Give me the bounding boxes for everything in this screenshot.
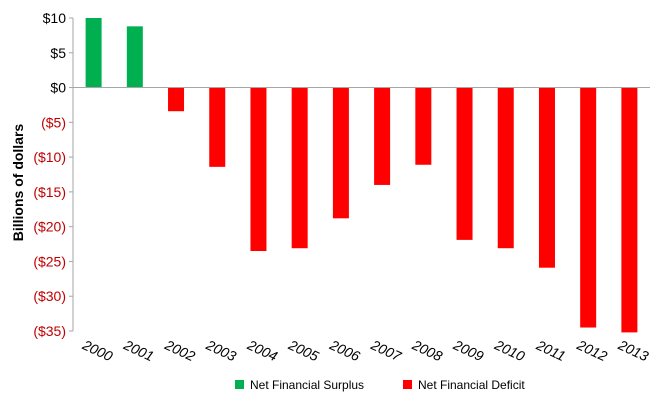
x-tick-label: 2007 <box>368 336 405 365</box>
bars <box>85 18 638 333</box>
x-tick-label: 2013 <box>615 336 651 364</box>
legend-swatch-deficit <box>403 380 412 389</box>
y-tick-label: ($30) <box>33 288 66 304</box>
x-tick-label: 2004 <box>244 336 280 364</box>
bar <box>250 87 267 252</box>
bar <box>374 87 391 185</box>
x-tick-label: 2008 <box>409 336 445 364</box>
x-tick-label: 2010 <box>491 336 527 364</box>
legend-swatch-surplus <box>235 380 244 389</box>
x-tick-label: 2000 <box>79 336 115 364</box>
y-axis-title: Billions of dollars <box>10 124 26 242</box>
bar <box>580 87 597 328</box>
y-tick-label: $10 <box>43 10 67 26</box>
bar <box>497 87 514 249</box>
y-tick-label: ($20) <box>33 219 66 235</box>
x-tick-label: 2006 <box>327 336 363 364</box>
y-axis-ticks: $10 $5 $0 ($5) ($10) ($15) ($20) ($25) ($30) ($35… <box>33 10 73 339</box>
y-tick-label: ($25) <box>33 253 66 269</box>
x-tick-label: 2002 <box>162 336 198 364</box>
legend-label-surplus: Net Financial Surplus <box>250 378 364 392</box>
bar <box>415 87 432 165</box>
x-tick-label: 2005 <box>285 336 321 364</box>
bar <box>538 87 555 268</box>
bar <box>126 26 143 88</box>
y-tick-label: ($10) <box>33 149 66 165</box>
bar <box>85 18 102 88</box>
x-tick-label: 2012 <box>574 336 610 364</box>
x-tick-label: 2003 <box>203 336 239 364</box>
bar <box>209 87 226 167</box>
y-tick-label: ($5) <box>41 114 66 130</box>
bar <box>291 87 308 249</box>
x-tick-label: 2011 <box>533 336 568 364</box>
x-axis-ticks: 2000 2001 2002 2003 2004 2005 2006 2007 2008 2009… <box>79 336 651 365</box>
legend: Net Financial Surplus Net Financial Defi… <box>235 378 525 392</box>
legend-label-deficit: Net Financial Deficit <box>418 378 525 392</box>
y-tick-label: ($35) <box>33 323 66 339</box>
x-tick-label: 2009 <box>450 336 486 364</box>
y-tick-label: $5 <box>50 45 66 61</box>
y-tick-label: ($15) <box>33 184 66 200</box>
bar <box>456 87 473 240</box>
x-tick-label: 2001 <box>121 336 157 364</box>
bar <box>168 87 185 112</box>
bar <box>621 87 638 333</box>
bar <box>332 87 349 219</box>
y-tick-label: $0 <box>50 80 66 96</box>
